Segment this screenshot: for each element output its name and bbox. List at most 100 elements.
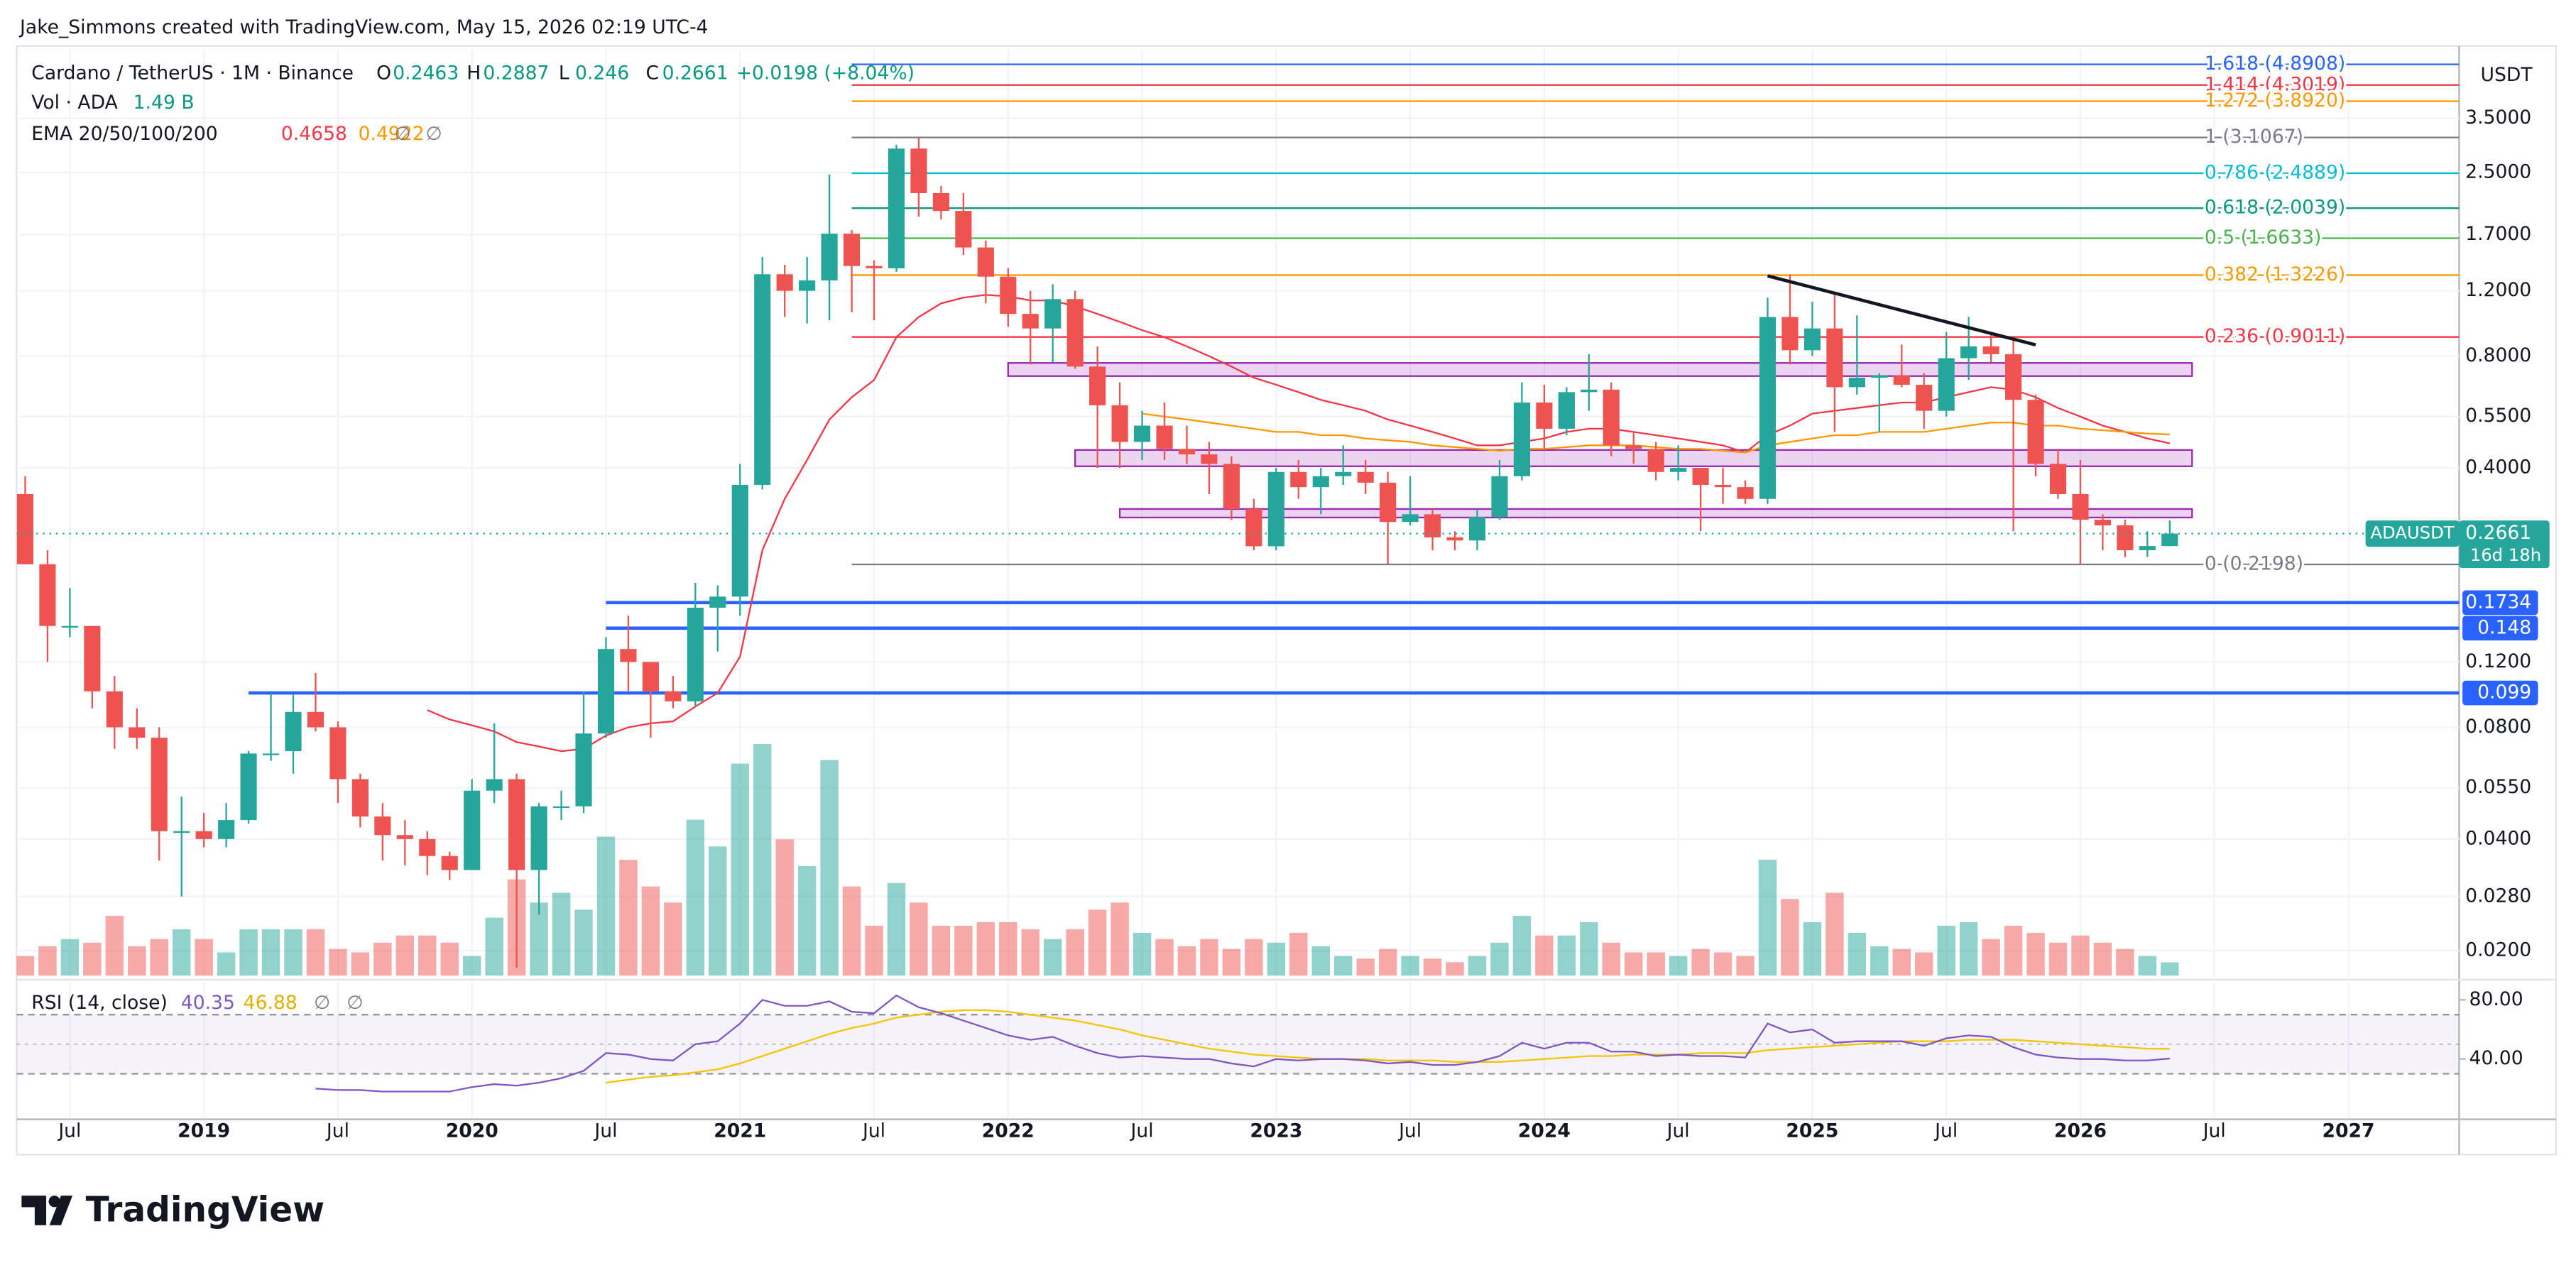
ohlc-value: 0.246 — [575, 62, 629, 84]
candle-body — [1335, 471, 1352, 476]
volume-bar — [574, 909, 593, 976]
volume-bar — [1378, 948, 1397, 976]
volume-bar — [664, 902, 682, 976]
candle-body — [374, 816, 391, 836]
candle-body — [486, 779, 503, 791]
candle-body — [2049, 464, 2067, 494]
symbol-label: ADAUSDT — [2370, 523, 2454, 543]
candle-body — [665, 691, 682, 701]
volume-bar — [619, 860, 638, 976]
y-tick-label: 0.1200 — [2465, 650, 2531, 672]
volume-bar — [1691, 948, 1710, 976]
rsi-tick-label: 40.00 — [2469, 1047, 2523, 1069]
volume-bar — [775, 839, 794, 976]
volume-bar — [1647, 952, 1665, 976]
x-tick-label: Jul — [325, 1120, 349, 1142]
volume-bar — [2048, 942, 2068, 976]
volume-bar — [306, 929, 325, 976]
candle-body — [888, 148, 905, 268]
y-tick-label: 2.5000 — [2465, 160, 2531, 182]
candle-body — [1267, 471, 1284, 547]
candle-body — [1022, 314, 1039, 329]
candle-body — [1960, 346, 1977, 359]
candle-body — [1737, 487, 1754, 499]
volume-bar — [261, 929, 280, 976]
candle-body — [307, 711, 324, 728]
volume-bar — [284, 929, 302, 976]
trendline — [1767, 274, 2036, 347]
y-tick-label: 0.0800 — [2465, 716, 2531, 738]
ema-value: 0.4922 — [359, 123, 425, 145]
fib-label: 0.786 (2.4889) — [2205, 161, 2345, 183]
support-tag — [2462, 590, 2538, 616]
y-tick-label: 1.7000 — [2465, 223, 2531, 245]
candle-body — [866, 266, 883, 268]
volume-bar — [1177, 946, 1196, 976]
candle-body — [2117, 525, 2134, 551]
x-tick-label: 2019 — [178, 1120, 230, 1142]
volume-bar — [842, 886, 861, 976]
volume-bar — [418, 935, 437, 976]
candle-body — [910, 148, 927, 194]
candle-body — [1692, 468, 1709, 485]
candle-body — [16, 493, 34, 564]
rsi-empty: ∅ — [314, 992, 330, 1014]
volume-bar — [1512, 916, 1532, 976]
rsi-pane — [16, 994, 2460, 1093]
candle-body — [1201, 454, 1218, 464]
candle-body — [1223, 464, 1240, 509]
ohlc-value: 0.2463 — [393, 62, 459, 84]
volume-bar — [1825, 892, 1844, 976]
volume-bar — [1401, 956, 1419, 976]
last-price-label: 0.2661 — [2465, 522, 2531, 544]
y-tick-label: 3.5000 — [2465, 106, 2531, 129]
volume-bar — [887, 882, 906, 976]
candle-body — [687, 608, 704, 701]
credit: Jake_Simmons created with TradingView.co… — [18, 16, 708, 38]
candle-body — [1424, 514, 1441, 537]
y-tick-label: 0.0400 — [2465, 827, 2531, 849]
candle-body — [1178, 449, 1196, 455]
candle-body — [1536, 402, 1553, 429]
rsi-value: 40.35 — [181, 992, 235, 1014]
y-tick-label: 0.8000 — [2465, 344, 2531, 366]
y-tick-label: 0.0280 — [2465, 885, 2531, 907]
volume-bar — [462, 956, 481, 976]
volume-bar — [38, 946, 57, 976]
candle-body — [597, 649, 615, 734]
price-tag — [2459, 520, 2550, 569]
candle-body — [1000, 276, 1017, 315]
volume-bar — [395, 935, 415, 976]
ohlc-value: 0.2661 — [662, 62, 728, 84]
x-tick-label: 2027 — [2323, 1120, 2375, 1142]
volume-bar — [1021, 929, 1039, 976]
volume-bar — [16, 956, 35, 976]
volume-bar — [865, 925, 883, 976]
volume-bar — [60, 939, 80, 976]
rsi-line — [315, 994, 2170, 1093]
candle-body — [731, 484, 748, 597]
volume-bar — [1982, 939, 2000, 976]
candle-body — [1111, 405, 1128, 442]
volume-bar — [351, 952, 370, 976]
candle-body — [218, 820, 235, 839]
volume-bar — [1222, 948, 1241, 976]
volume-bar — [954, 925, 973, 976]
fib-label: 0 (0.2198) — [2205, 552, 2303, 574]
candle-body — [955, 211, 972, 248]
volume-bar — [1625, 952, 1643, 976]
candle-body — [1982, 346, 1999, 354]
candle-body — [2072, 493, 2089, 520]
candle-body — [351, 779, 369, 817]
candle-body — [1468, 517, 1486, 541]
x-tick-label: 2021 — [714, 1120, 766, 1142]
volume-bar — [1110, 902, 1129, 976]
plot-layer: 3.5000 2.5000 1.7000 1.2000 0.8000 0.5500 0.40… — [16, 49, 2550, 1142]
x-tick-label: 2024 — [1518, 1120, 1571, 1142]
volume-bar — [1155, 939, 1174, 976]
y-tick-label: 0.4000 — [2465, 456, 2531, 479]
ohlc-label: H — [466, 62, 481, 84]
candle-body — [642, 662, 659, 691]
volume-bar — [329, 948, 347, 976]
